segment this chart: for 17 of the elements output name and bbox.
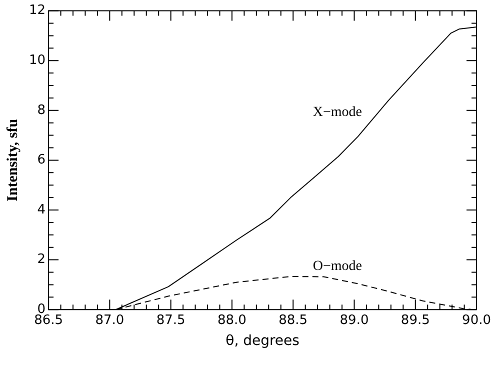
x-axis-title: θ, degrees: [226, 333, 300, 350]
x-tick-label: 87.0: [95, 312, 124, 328]
y-tick-label: 2: [37, 252, 46, 268]
x-tick-label: 88.5: [278, 312, 308, 328]
x-tick-label: 88.0: [217, 312, 246, 328]
annotation: O−mode: [312, 258, 362, 274]
y-tick-label: 8: [37, 102, 46, 118]
y-tick-label: 12: [28, 3, 46, 18]
y-tick-label: 6: [37, 152, 46, 168]
x-tick-label: 87.5: [156, 312, 186, 328]
y-tick-label: 4: [37, 202, 46, 218]
annotation: X−mode: [312, 105, 362, 120]
y-axis-title: Intensity, sfu: [4, 118, 21, 202]
y-tick-label: 10: [28, 52, 46, 68]
x-tick-label: 90.0: [462, 312, 492, 328]
x-tick-label: 89.0: [340, 312, 369, 328]
x-tick-label: 89.5: [400, 312, 430, 328]
